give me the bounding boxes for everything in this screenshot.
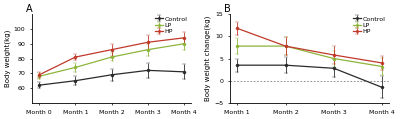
Y-axis label: Body weight change(kg): Body weight change(kg) (205, 16, 211, 101)
Text: A: A (26, 4, 32, 14)
Legend: Control, LP, HP: Control, LP, HP (155, 15, 188, 35)
Y-axis label: Body weight(kg): Body weight(kg) (4, 30, 11, 87)
Text: B: B (224, 4, 230, 14)
Legend: Control, LP, HP: Control, LP, HP (353, 15, 386, 35)
